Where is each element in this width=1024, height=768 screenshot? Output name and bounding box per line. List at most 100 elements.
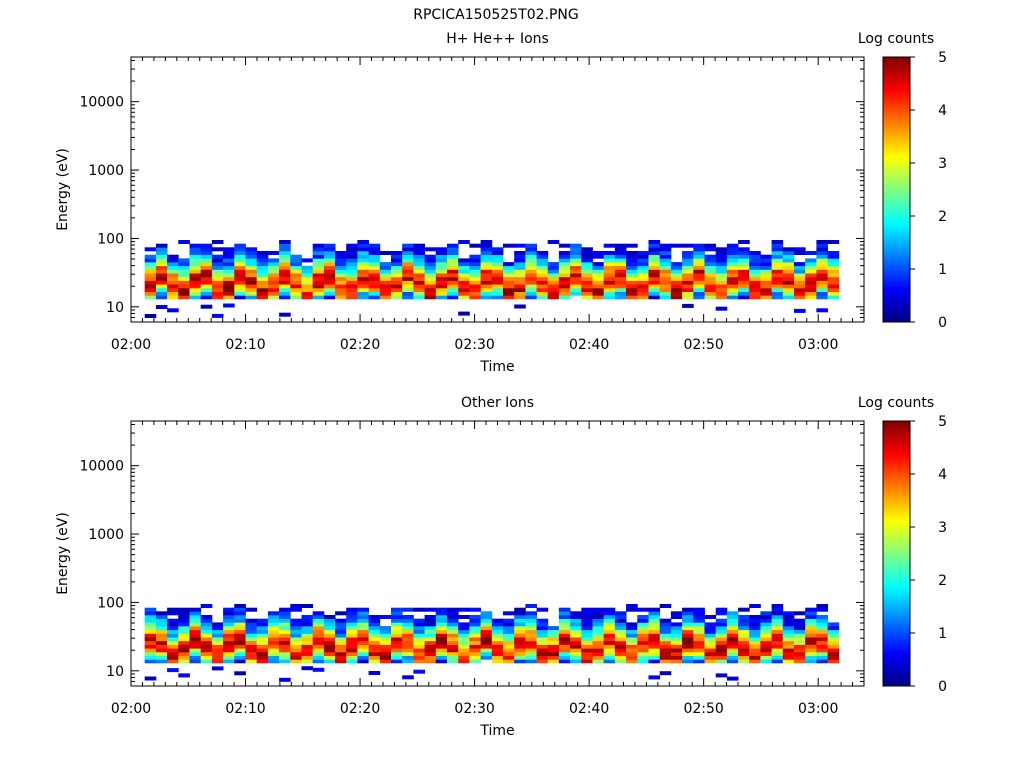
spectrogram-cell [726, 258, 739, 263]
spectrogram-cell [626, 626, 638, 631]
spectrogram-cell [211, 258, 224, 263]
spectrogram-cell [290, 284, 302, 289]
spectrogram-cell [234, 269, 246, 274]
y-tick-label: 1000 [88, 163, 124, 179]
spectrogram-cell [670, 611, 683, 616]
spectrogram-cell [211, 644, 224, 649]
spectrogram-cell [346, 276, 358, 281]
spectrogram-cell [200, 629, 213, 634]
colorbar-segment [883, 167, 910, 171]
spectrogram-cell [200, 626, 213, 631]
spectrogram-cell [155, 288, 168, 292]
spectrogram-cell [670, 626, 683, 631]
colorbar-segment [883, 438, 910, 442]
spectrogram-cell [267, 618, 280, 623]
spectrogram-cell [256, 288, 269, 292]
spectrogram-cell [458, 659, 470, 664]
colorbar-segment [883, 216, 910, 219]
spectrogram-cell [155, 284, 168, 289]
spectrogram-cell [357, 622, 369, 627]
spectrogram-cell [749, 633, 761, 638]
spectrogram-cell [794, 280, 806, 285]
spectrogram-cell [335, 629, 347, 634]
spectrogram-cell [570, 659, 582, 664]
spectrogram-cell [480, 644, 493, 649]
spectrogram-cell [536, 637, 549, 642]
spectrogram-cell [379, 659, 392, 664]
spectrogram-cell [738, 258, 750, 263]
spectrogram-cell [592, 273, 605, 278]
spectrogram-cell [503, 269, 515, 274]
y-tick-label: 10 [106, 300, 124, 316]
spectrogram-cell [167, 626, 179, 631]
colorbar-segment [883, 63, 910, 67]
spectrogram-cell [704, 640, 717, 645]
spectrogram-cell [682, 254, 694, 259]
spectrogram-cell [514, 291, 526, 296]
colorbar-segment [883, 253, 910, 257]
spectrogram-cell [413, 295, 425, 300]
spectrogram-cell [816, 648, 828, 653]
spectrogram-cell [223, 284, 235, 289]
colorbar-segment [883, 447, 910, 451]
spectrogram-cell [726, 622, 739, 627]
spectrogram-cell [447, 291, 459, 296]
spectrogram-cell [794, 269, 806, 274]
colorbar-segment [883, 87, 910, 91]
spectrogram-cell [178, 644, 190, 649]
spectrogram-cell [279, 652, 291, 656]
spectrogram-cell [234, 288, 246, 292]
colorbar-segment [883, 61, 910, 65]
colorbar-segment [883, 597, 910, 601]
spectrogram-cell [290, 262, 302, 267]
spectrogram-cell [648, 629, 661, 634]
spectrogram-cell [760, 629, 772, 634]
spectrogram-cell [581, 280, 593, 285]
spectrogram-cell [447, 659, 459, 664]
spectrogram-cell [301, 291, 314, 296]
spectrogram-cell [805, 607, 817, 612]
spectrogram-cell [603, 243, 616, 248]
spectrogram-cell [816, 276, 828, 281]
spectrogram-cell [514, 304, 526, 309]
spectrogram-cell [200, 622, 213, 627]
spectrogram-cell [503, 243, 515, 248]
colorbar-segment [883, 187, 910, 190]
spectrogram-cell [211, 622, 224, 627]
spectrogram-cell [200, 295, 213, 300]
colorbar-segment [883, 425, 910, 429]
colorbar-segment [883, 491, 910, 495]
spectrogram-cell [581, 652, 593, 656]
spectrogram-cell [592, 295, 605, 300]
spectrogram-cell [346, 629, 358, 634]
spectrogram-cell [200, 276, 213, 281]
spectrogram-cell [514, 269, 526, 274]
spectrogram-cell [682, 644, 694, 649]
spectrogram-cell [301, 265, 314, 270]
spectrogram-cell [558, 273, 571, 278]
spectrogram-cell [424, 644, 437, 649]
spectrogram-cell [760, 280, 772, 285]
spectrogram-cell [447, 637, 459, 642]
spectrogram-cell [346, 280, 358, 285]
spectrogram-cell [346, 626, 358, 631]
spectrogram-cell [547, 295, 560, 300]
spectrogram-cell [245, 258, 258, 263]
spectrogram-cell [402, 254, 414, 259]
colorbar-segment [883, 257, 910, 261]
spectrogram-cell [245, 251, 258, 255]
spectrogram-cell [614, 644, 627, 649]
spectrogram-cell [290, 622, 302, 627]
spectrogram-cell [659, 288, 672, 292]
spectrogram-cell [279, 284, 291, 289]
spectrogram-cell [525, 276, 537, 281]
spectrogram-cell [827, 637, 840, 642]
colorbar-segment [883, 189, 910, 193]
colorbar-segment [883, 118, 910, 122]
spectrogram-cell [794, 251, 806, 255]
spectrogram-cell [223, 262, 235, 267]
spectrogram-cell [234, 291, 246, 296]
spectrogram-cell [178, 618, 190, 623]
spectrogram-cell [659, 254, 672, 259]
spectrogram-cell [279, 240, 291, 244]
